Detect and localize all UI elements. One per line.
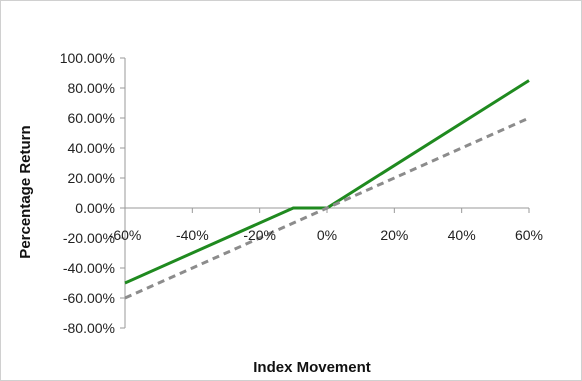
y-tick-label: -40.00% [63,260,115,276]
y-tick-label: 60.00% [68,110,115,126]
y-tick-label: 0.00% [75,200,115,216]
series-layer [124,79,530,300]
x-tick-label: -40% [176,227,209,243]
series-line-1 [124,79,530,285]
x-tick-label: 20% [380,227,408,243]
x-tick-label: 40% [448,227,476,243]
y-tick-label: 80.00% [68,80,115,96]
y-tick-label: -60.00% [63,290,115,306]
x-tick-label: 0% [317,227,337,243]
x-tick-labels: -60% -40% -20% 0% 20% 40% 60% [109,227,543,243]
x-tick-label: -20% [243,227,276,243]
x-tick-label: 60% [515,227,543,243]
y-tick-label: 40.00% [68,140,115,156]
y-tick-label: -80.00% [63,320,115,336]
series-line-2 [124,116,530,300]
x-tick-label: -60% [109,227,142,243]
y-tick-label: 100.00% [60,50,115,66]
y-tick-label: -20.00% [63,230,115,246]
x-axis-title: Index Movement [253,359,371,376]
y-tick-label: 20.00% [68,170,115,186]
y-axis-title: Percentage Return [17,125,34,258]
